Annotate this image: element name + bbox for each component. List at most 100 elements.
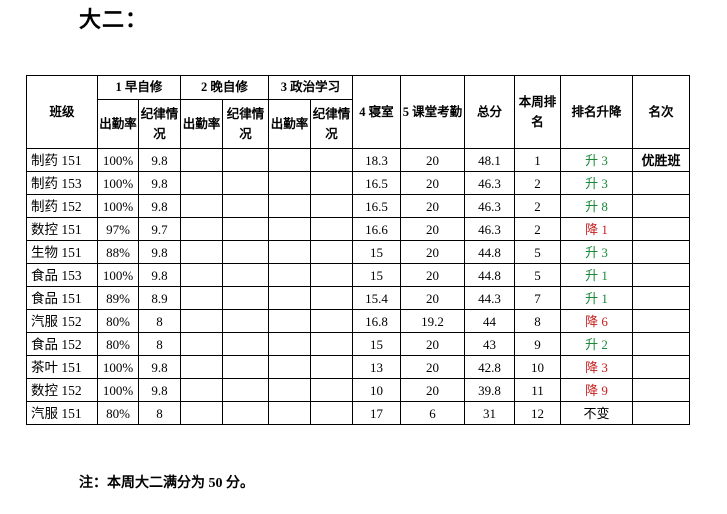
classroom-cell: 20: [400, 378, 465, 402]
morning-discipline-cell: 9.7: [138, 217, 181, 241]
morning-discipline-cell: 9.8: [138, 194, 181, 218]
classroom-cell: 6: [400, 401, 465, 425]
rank-change-cell: 降 6: [560, 309, 633, 333]
honor-cell: [632, 355, 690, 379]
dorm-cell: 15: [352, 263, 401, 287]
rank-cell: 1: [514, 148, 561, 172]
classroom-cell: 20: [400, 332, 465, 356]
political-discipline-cell: [310, 217, 353, 241]
political-attendance-cell: [268, 263, 311, 287]
political-discipline-cell: [310, 286, 353, 310]
dorm-cell: 15.4: [352, 286, 401, 310]
rank-cell: 2: [514, 217, 561, 241]
ranking-table: 班级 1 早自修 2 晚自修 3 政治学习 4 寝室 5 课堂考勤 总分 本周排…: [26, 75, 690, 425]
dorm-cell: 18.3: [352, 148, 401, 172]
political-attendance-cell: [268, 309, 311, 333]
morning-discipline-cell: 8: [138, 309, 181, 333]
evening-attendance-cell: [180, 263, 223, 287]
honor-cell: [632, 217, 690, 241]
header-evening-study: 2 晚自修: [180, 75, 269, 100]
table-row: 食品 151 89% 8.9 15.4 20 44.3 7 升 1: [26, 286, 690, 310]
total-cell: 48.1: [464, 148, 515, 172]
subheader-discipline: 纪律情况: [310, 99, 353, 149]
class-cell: 制药 153: [26, 171, 98, 195]
subheader-discipline: 纪律情况: [138, 99, 181, 149]
rank-change-cell: 升 3: [560, 171, 633, 195]
political-discipline-cell: [310, 194, 353, 218]
evening-attendance-cell: [180, 378, 223, 402]
political-discipline-cell: [310, 240, 353, 264]
class-cell: 茶叶 151: [26, 355, 98, 379]
morning-discipline-cell: 9.8: [138, 355, 181, 379]
dorm-cell: 16.5: [352, 194, 401, 218]
total-cell: 31: [464, 401, 515, 425]
honor-cell: 优胜班: [632, 148, 690, 172]
morning-attendance-cell: 80%: [97, 309, 139, 333]
classroom-cell: 20: [400, 286, 465, 310]
rank-change-cell: 降 3: [560, 355, 633, 379]
rank-cell: 5: [514, 263, 561, 287]
morning-attendance-cell: 100%: [97, 378, 139, 402]
dorm-cell: 13: [352, 355, 401, 379]
political-attendance-cell: [268, 286, 311, 310]
rank-change-cell: 升 1: [560, 286, 633, 310]
dorm-cell: 15: [352, 332, 401, 356]
rank-cell: 12: [514, 401, 561, 425]
table-row: 茶叶 151 100% 9.8 13 20 42.8 10 降 3: [26, 355, 690, 379]
total-cell: 44: [464, 309, 515, 333]
header-rank-change: 排名升降: [560, 75, 633, 149]
political-attendance-cell: [268, 355, 311, 379]
total-cell: 46.3: [464, 194, 515, 218]
evening-attendance-cell: [180, 309, 223, 333]
subheader-discipline: 纪律情况: [222, 99, 269, 149]
evening-discipline-cell: [222, 171, 269, 195]
classroom-cell: 20: [400, 171, 465, 195]
political-discipline-cell: [310, 332, 353, 356]
table-row: 制药 151 100% 9.8 18.3 20 48.1 1 升 3 优胜班: [26, 148, 690, 172]
classroom-cell: 20: [400, 263, 465, 287]
classroom-cell: 20: [400, 240, 465, 264]
class-cell: 汽服 151: [26, 401, 98, 425]
morning-discipline-cell: 8: [138, 401, 181, 425]
rank-cell: 9: [514, 332, 561, 356]
evening-discipline-cell: [222, 309, 269, 333]
evening-attendance-cell: [180, 194, 223, 218]
header-class: 班级: [26, 75, 98, 149]
dorm-cell: 16.8: [352, 309, 401, 333]
evening-discipline-cell: [222, 378, 269, 402]
morning-attendance-cell: 100%: [97, 171, 139, 195]
honor-cell: [632, 171, 690, 195]
political-attendance-cell: [268, 332, 311, 356]
header-morning-study: 1 早自修: [97, 75, 181, 100]
class-cell: 制药 152: [26, 194, 98, 218]
rank-cell: 2: [514, 194, 561, 218]
honor-cell: [632, 378, 690, 402]
honor-cell: [632, 332, 690, 356]
table-row: 制药 152 100% 9.8 16.5 20 46.3 2 升 8: [26, 194, 690, 218]
rank-change-cell: 不变: [560, 401, 633, 425]
class-cell: 食品 153: [26, 263, 98, 287]
evening-attendance-cell: [180, 401, 223, 425]
morning-discipline-cell: 9.8: [138, 263, 181, 287]
class-cell: 汽服 152: [26, 309, 98, 333]
classroom-cell: 20: [400, 217, 465, 241]
evening-discipline-cell: [222, 286, 269, 310]
rank-change-cell: 升 2: [560, 332, 633, 356]
rank-cell: 11: [514, 378, 561, 402]
rank-change-cell: 升 3: [560, 148, 633, 172]
total-cell: 42.8: [464, 355, 515, 379]
morning-attendance-cell: 100%: [97, 355, 139, 379]
subheader-attendance: 出勤率: [97, 99, 139, 149]
evening-attendance-cell: [180, 355, 223, 379]
rank-change-cell: 降 9: [560, 378, 633, 402]
morning-discipline-cell: 8: [138, 332, 181, 356]
table-row: 数控 151 97% 9.7 16.6 20 46.3 2 降 1: [26, 217, 690, 241]
morning-discipline-cell: 9.8: [138, 148, 181, 172]
rank-change-cell: 升 8: [560, 194, 633, 218]
evening-attendance-cell: [180, 217, 223, 241]
dorm-cell: 16.5: [352, 171, 401, 195]
total-cell: 46.3: [464, 217, 515, 241]
table-row: 汽服 152 80% 8 16.8 19.2 44 8 降 6: [26, 309, 690, 333]
political-attendance-cell: [268, 240, 311, 264]
dorm-cell: 15: [352, 240, 401, 264]
